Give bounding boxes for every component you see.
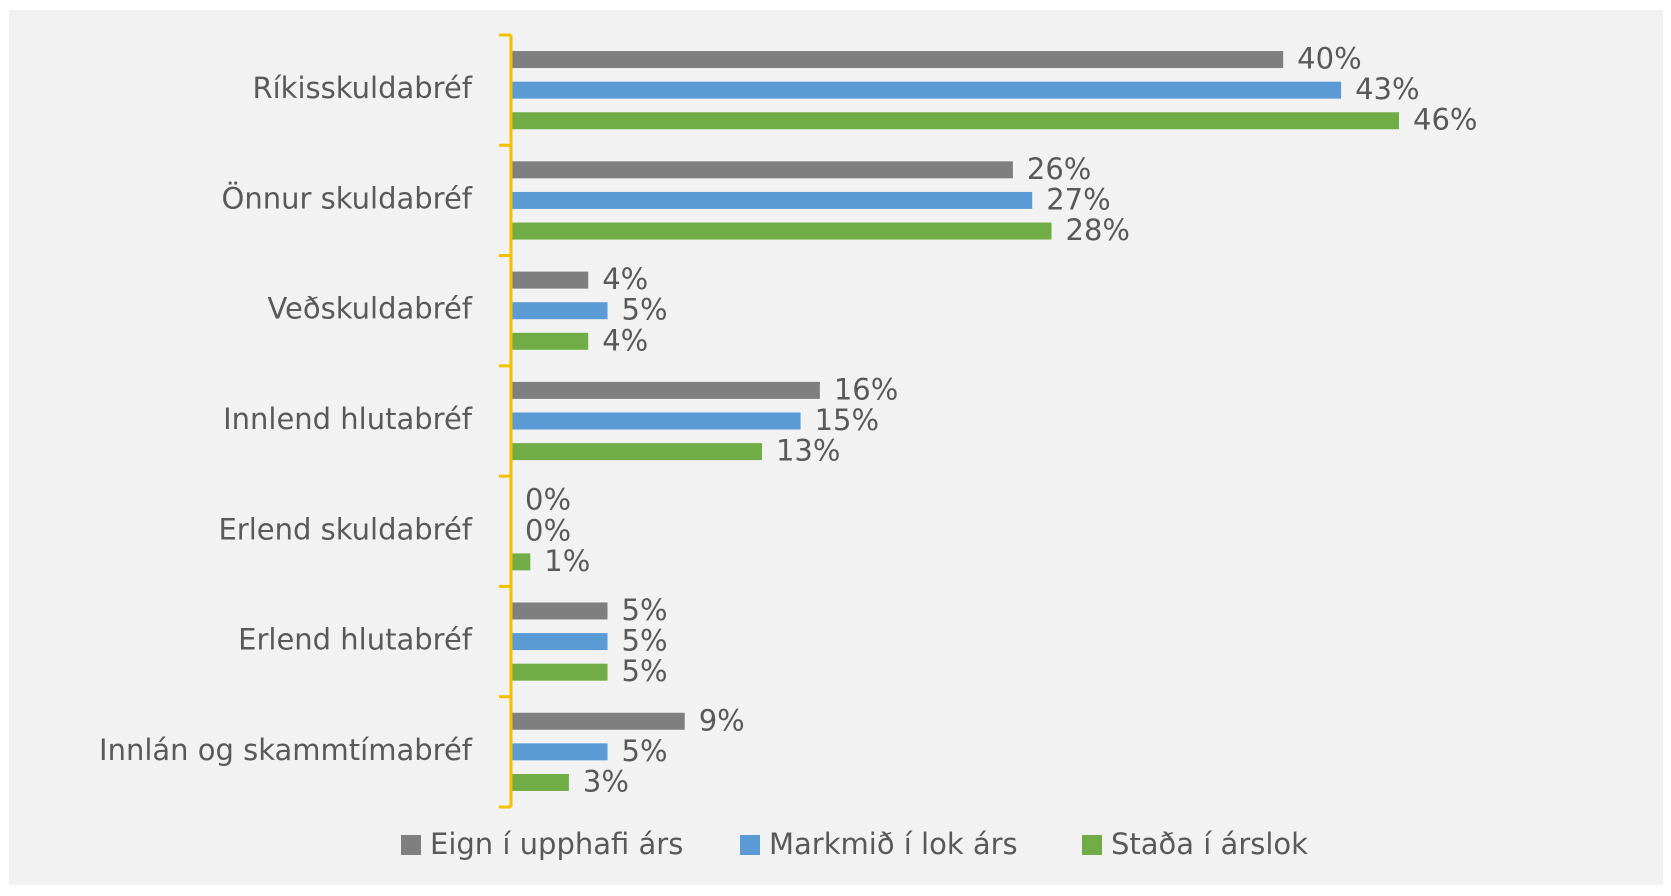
bar bbox=[511, 712, 685, 730]
value-label: 9% bbox=[699, 703, 745, 737]
value-label: 3% bbox=[583, 764, 629, 798]
value-label: 28% bbox=[1066, 213, 1130, 247]
bar bbox=[511, 743, 608, 761]
value-label: 5% bbox=[622, 593, 668, 627]
bar bbox=[511, 602, 608, 620]
bar bbox=[511, 381, 820, 399]
value-label: 16% bbox=[834, 372, 898, 406]
value-label: 5% bbox=[622, 734, 668, 768]
bar bbox=[511, 332, 589, 350]
category-label: Önnur skuldabréf bbox=[222, 181, 473, 215]
bar bbox=[511, 51, 1284, 69]
legend-swatch bbox=[401, 835, 421, 855]
legend-label: Eign í upphafi árs bbox=[430, 827, 683, 861]
value-label: 26% bbox=[1027, 152, 1091, 186]
chart-background bbox=[9, 10, 1663, 885]
value-label: 0% bbox=[525, 483, 571, 517]
bar bbox=[511, 633, 608, 651]
value-label: 1% bbox=[544, 544, 590, 578]
value-label: 13% bbox=[776, 434, 840, 468]
category-label: Erlend hlutabréf bbox=[238, 623, 473, 657]
legend-label: Markmið í lok árs bbox=[769, 827, 1018, 861]
value-label: 15% bbox=[815, 403, 879, 437]
bar bbox=[511, 112, 1399, 130]
bar bbox=[511, 443, 762, 461]
category-label: Innlend hlutabréf bbox=[223, 402, 473, 436]
legend-swatch bbox=[1082, 835, 1102, 855]
value-label: 4% bbox=[602, 262, 648, 296]
value-label: 27% bbox=[1046, 182, 1110, 216]
legend-swatch bbox=[740, 835, 760, 855]
bar bbox=[511, 161, 1013, 179]
bar bbox=[511, 302, 608, 320]
value-label: 5% bbox=[622, 654, 668, 688]
bar bbox=[511, 81, 1342, 99]
value-label: 40% bbox=[1297, 42, 1361, 76]
category-label: Veðskuldabréf bbox=[267, 292, 472, 326]
bar bbox=[511, 191, 1033, 209]
value-label: 43% bbox=[1355, 72, 1419, 106]
value-label: 0% bbox=[525, 513, 571, 547]
bar bbox=[511, 553, 531, 571]
category-label: Erlend skuldabréf bbox=[218, 512, 472, 546]
category-label: Innlán og skammtímabréf bbox=[99, 733, 473, 767]
bar bbox=[511, 271, 589, 289]
value-label: 5% bbox=[622, 624, 668, 658]
bar bbox=[511, 663, 608, 681]
bar bbox=[511, 773, 569, 791]
bar bbox=[511, 222, 1052, 240]
bar bbox=[511, 412, 801, 430]
value-label: 5% bbox=[622, 293, 668, 327]
category-label: Ríkisskuldabréf bbox=[252, 71, 472, 105]
value-label: 46% bbox=[1413, 103, 1477, 137]
value-label: 4% bbox=[602, 323, 648, 357]
legend-label: Staða í árslok bbox=[1111, 827, 1308, 861]
